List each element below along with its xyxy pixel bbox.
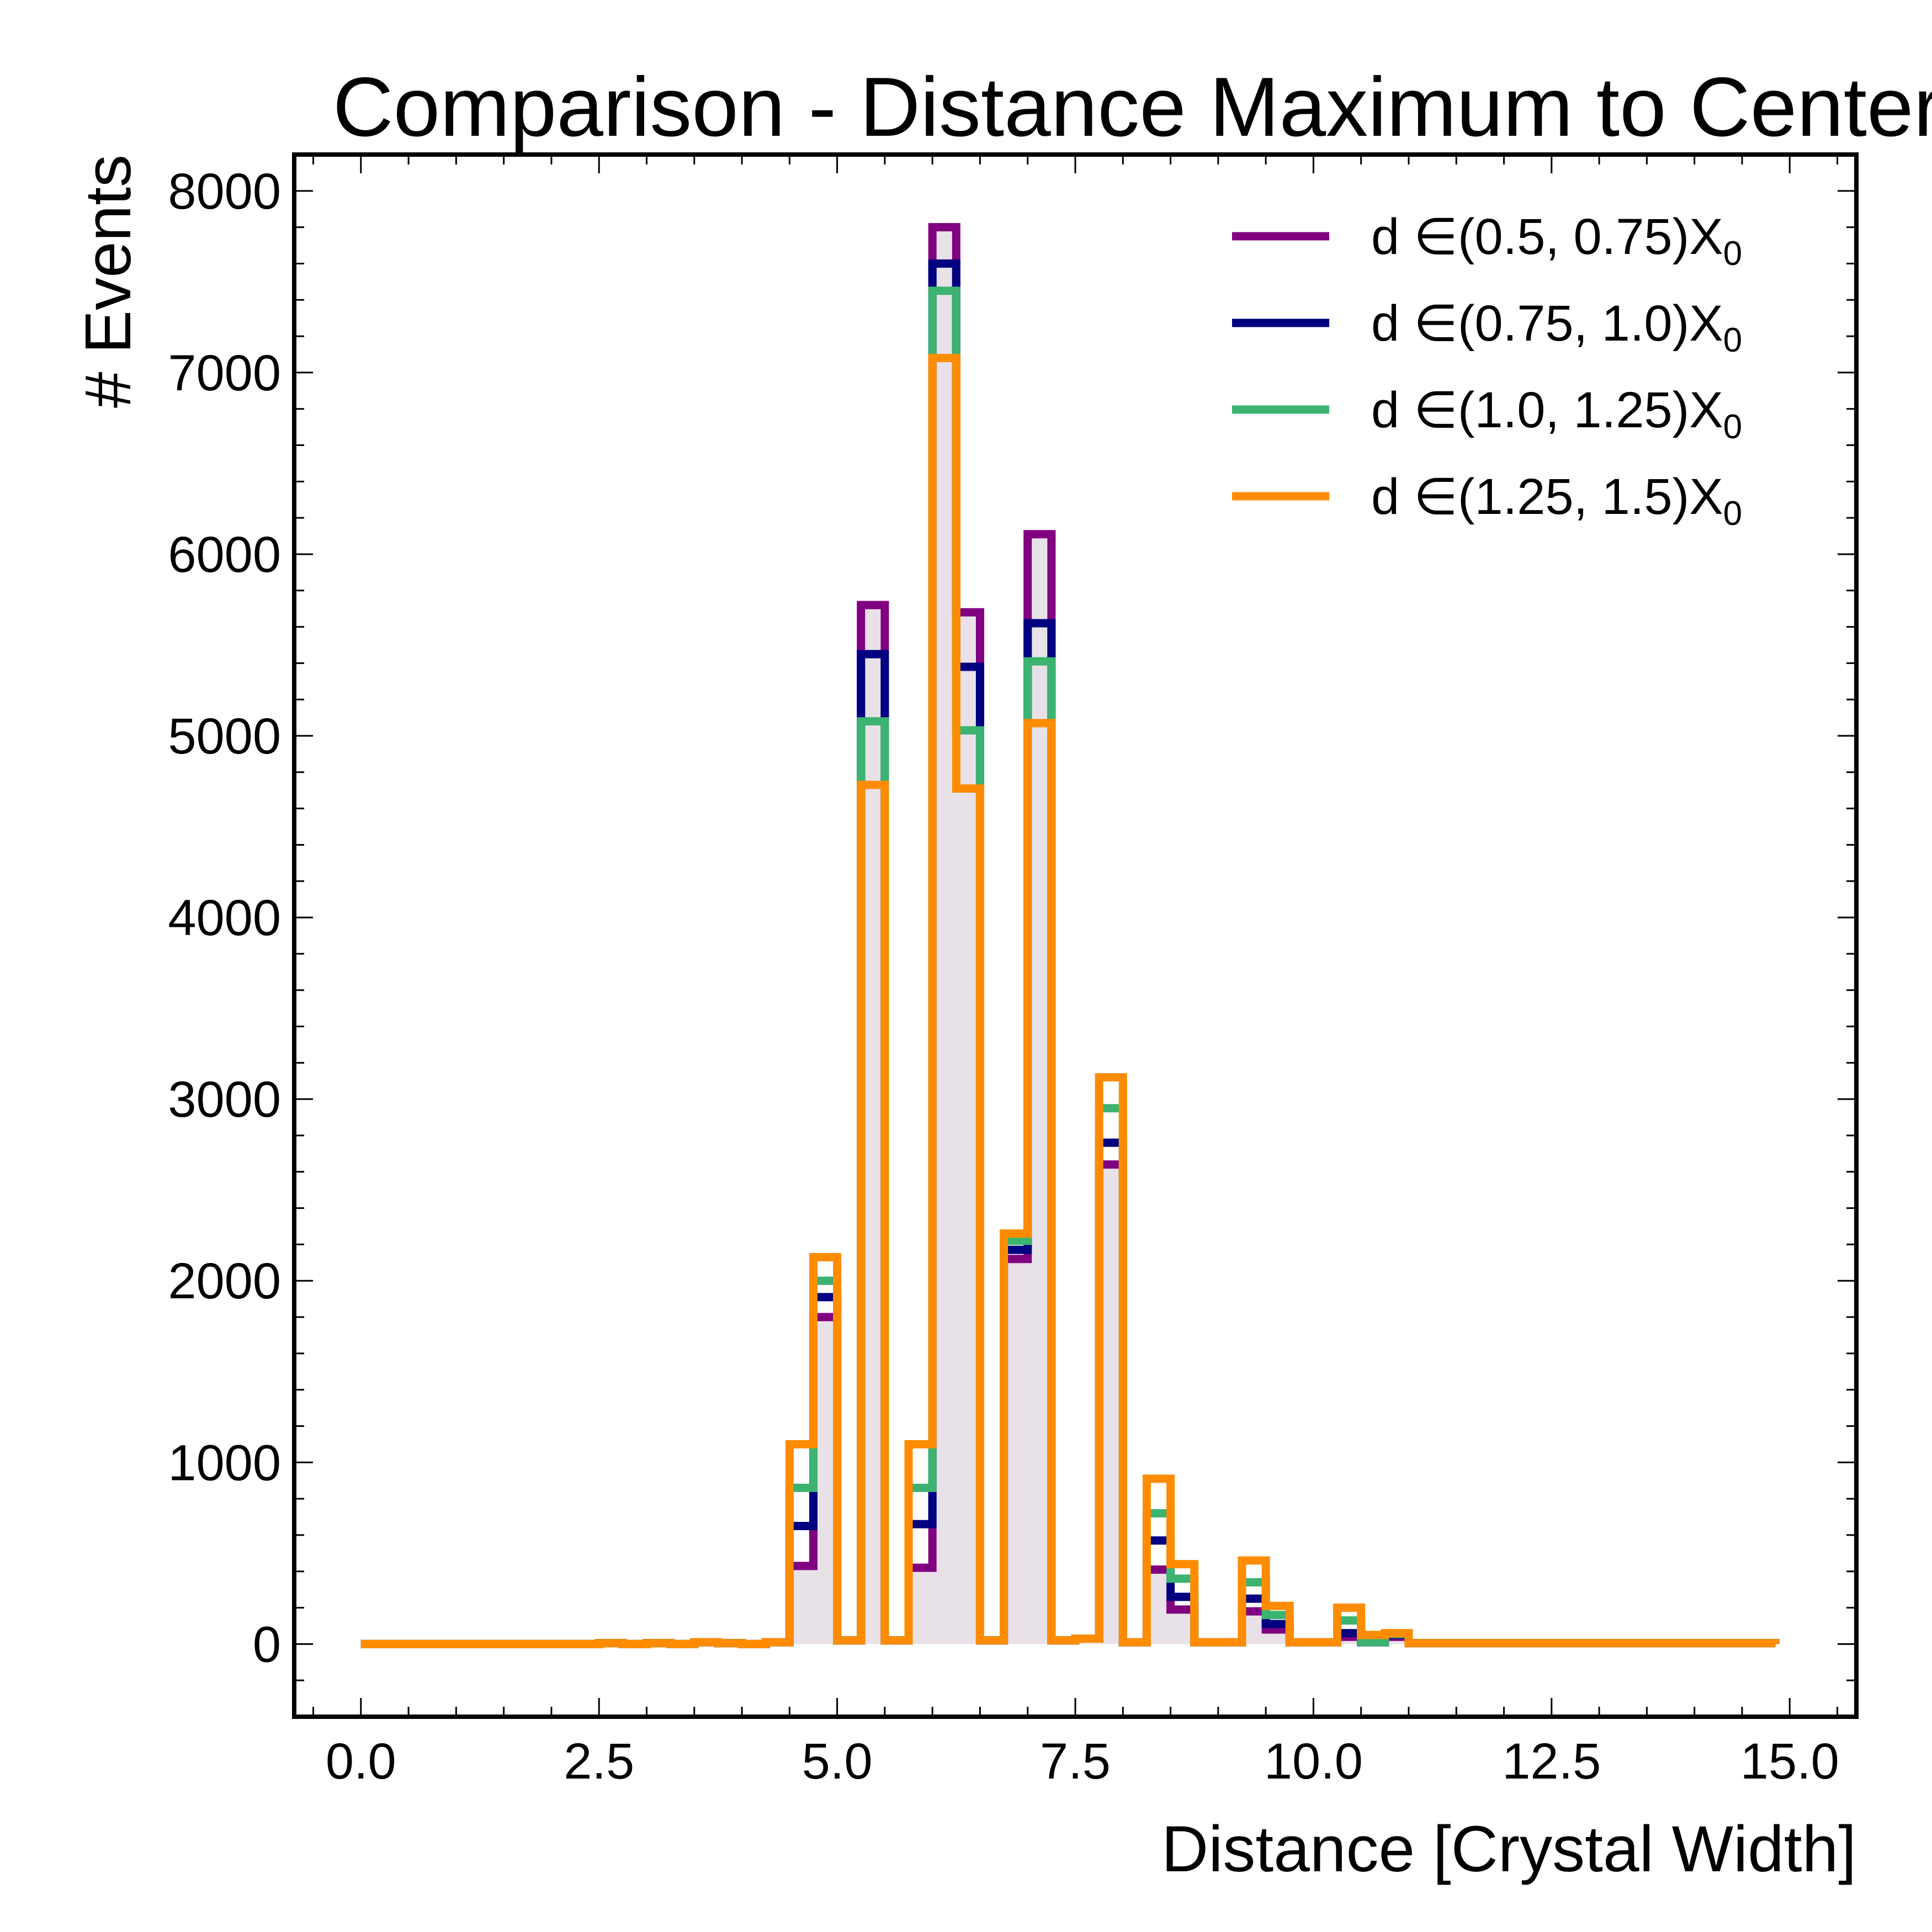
x-tick-label: 0.0 bbox=[326, 1733, 396, 1790]
x-tick-label: 12.5 bbox=[1502, 1733, 1601, 1790]
plot-area bbox=[360, 223, 1780, 1648]
y-axis-label: # Events bbox=[72, 155, 145, 408]
x-tick-label: 2.5 bbox=[564, 1733, 634, 1790]
x-tick-label: 10.0 bbox=[1264, 1733, 1363, 1790]
legend-label-3: d ∈(1.25, 1.5)X0 bbox=[1371, 469, 1742, 533]
y-tick-label: 0 bbox=[253, 1616, 281, 1673]
x-axis-label: Distance [Crystal Width] bbox=[1161, 1813, 1856, 1886]
axis-tick-labels: 0.0 2.5 5.0 7.5 10.0 12.5 15.0 0 1000 2000 3000 400… bbox=[168, 163, 1839, 1790]
legend-label-2: d ∈(1.0, 1.25)X0 bbox=[1371, 382, 1742, 446]
plot-frame bbox=[292, 152, 1859, 1719]
legend-label-0: d ∈(0.5, 0.75)X0 bbox=[1371, 209, 1742, 273]
y-tick-label: 6000 bbox=[168, 527, 281, 583]
series-0-histogram-line bbox=[360, 223, 1780, 1648]
y-tick-label: 2000 bbox=[168, 1253, 281, 1309]
x-tick-label: 15.0 bbox=[1740, 1733, 1839, 1790]
y-tick-label: 7000 bbox=[168, 345, 281, 401]
y-tick-label: 5000 bbox=[168, 708, 281, 765]
legend-label-1: d ∈(0.75, 1.0)X0 bbox=[1371, 295, 1742, 359]
chart-title: Comparison - Distance Maximum to Center bbox=[333, 60, 1932, 154]
x-tick-label: 7.5 bbox=[1040, 1733, 1111, 1790]
y-tick-label: 8000 bbox=[168, 163, 281, 220]
series-3-histogram-line bbox=[360, 354, 1780, 1648]
y-tick-label: 3000 bbox=[168, 1071, 281, 1128]
y-tick-label: 1000 bbox=[168, 1435, 281, 1491]
x-tick-label: 5.0 bbox=[802, 1733, 873, 1790]
legend: d ∈(0.5, 0.75)X0 d ∈(0.75, 1.0)X0 d ∈(1.0,… bbox=[1232, 209, 1742, 533]
series-0-fill bbox=[360, 227, 1776, 1644]
y-tick-label: 4000 bbox=[168, 890, 281, 946]
